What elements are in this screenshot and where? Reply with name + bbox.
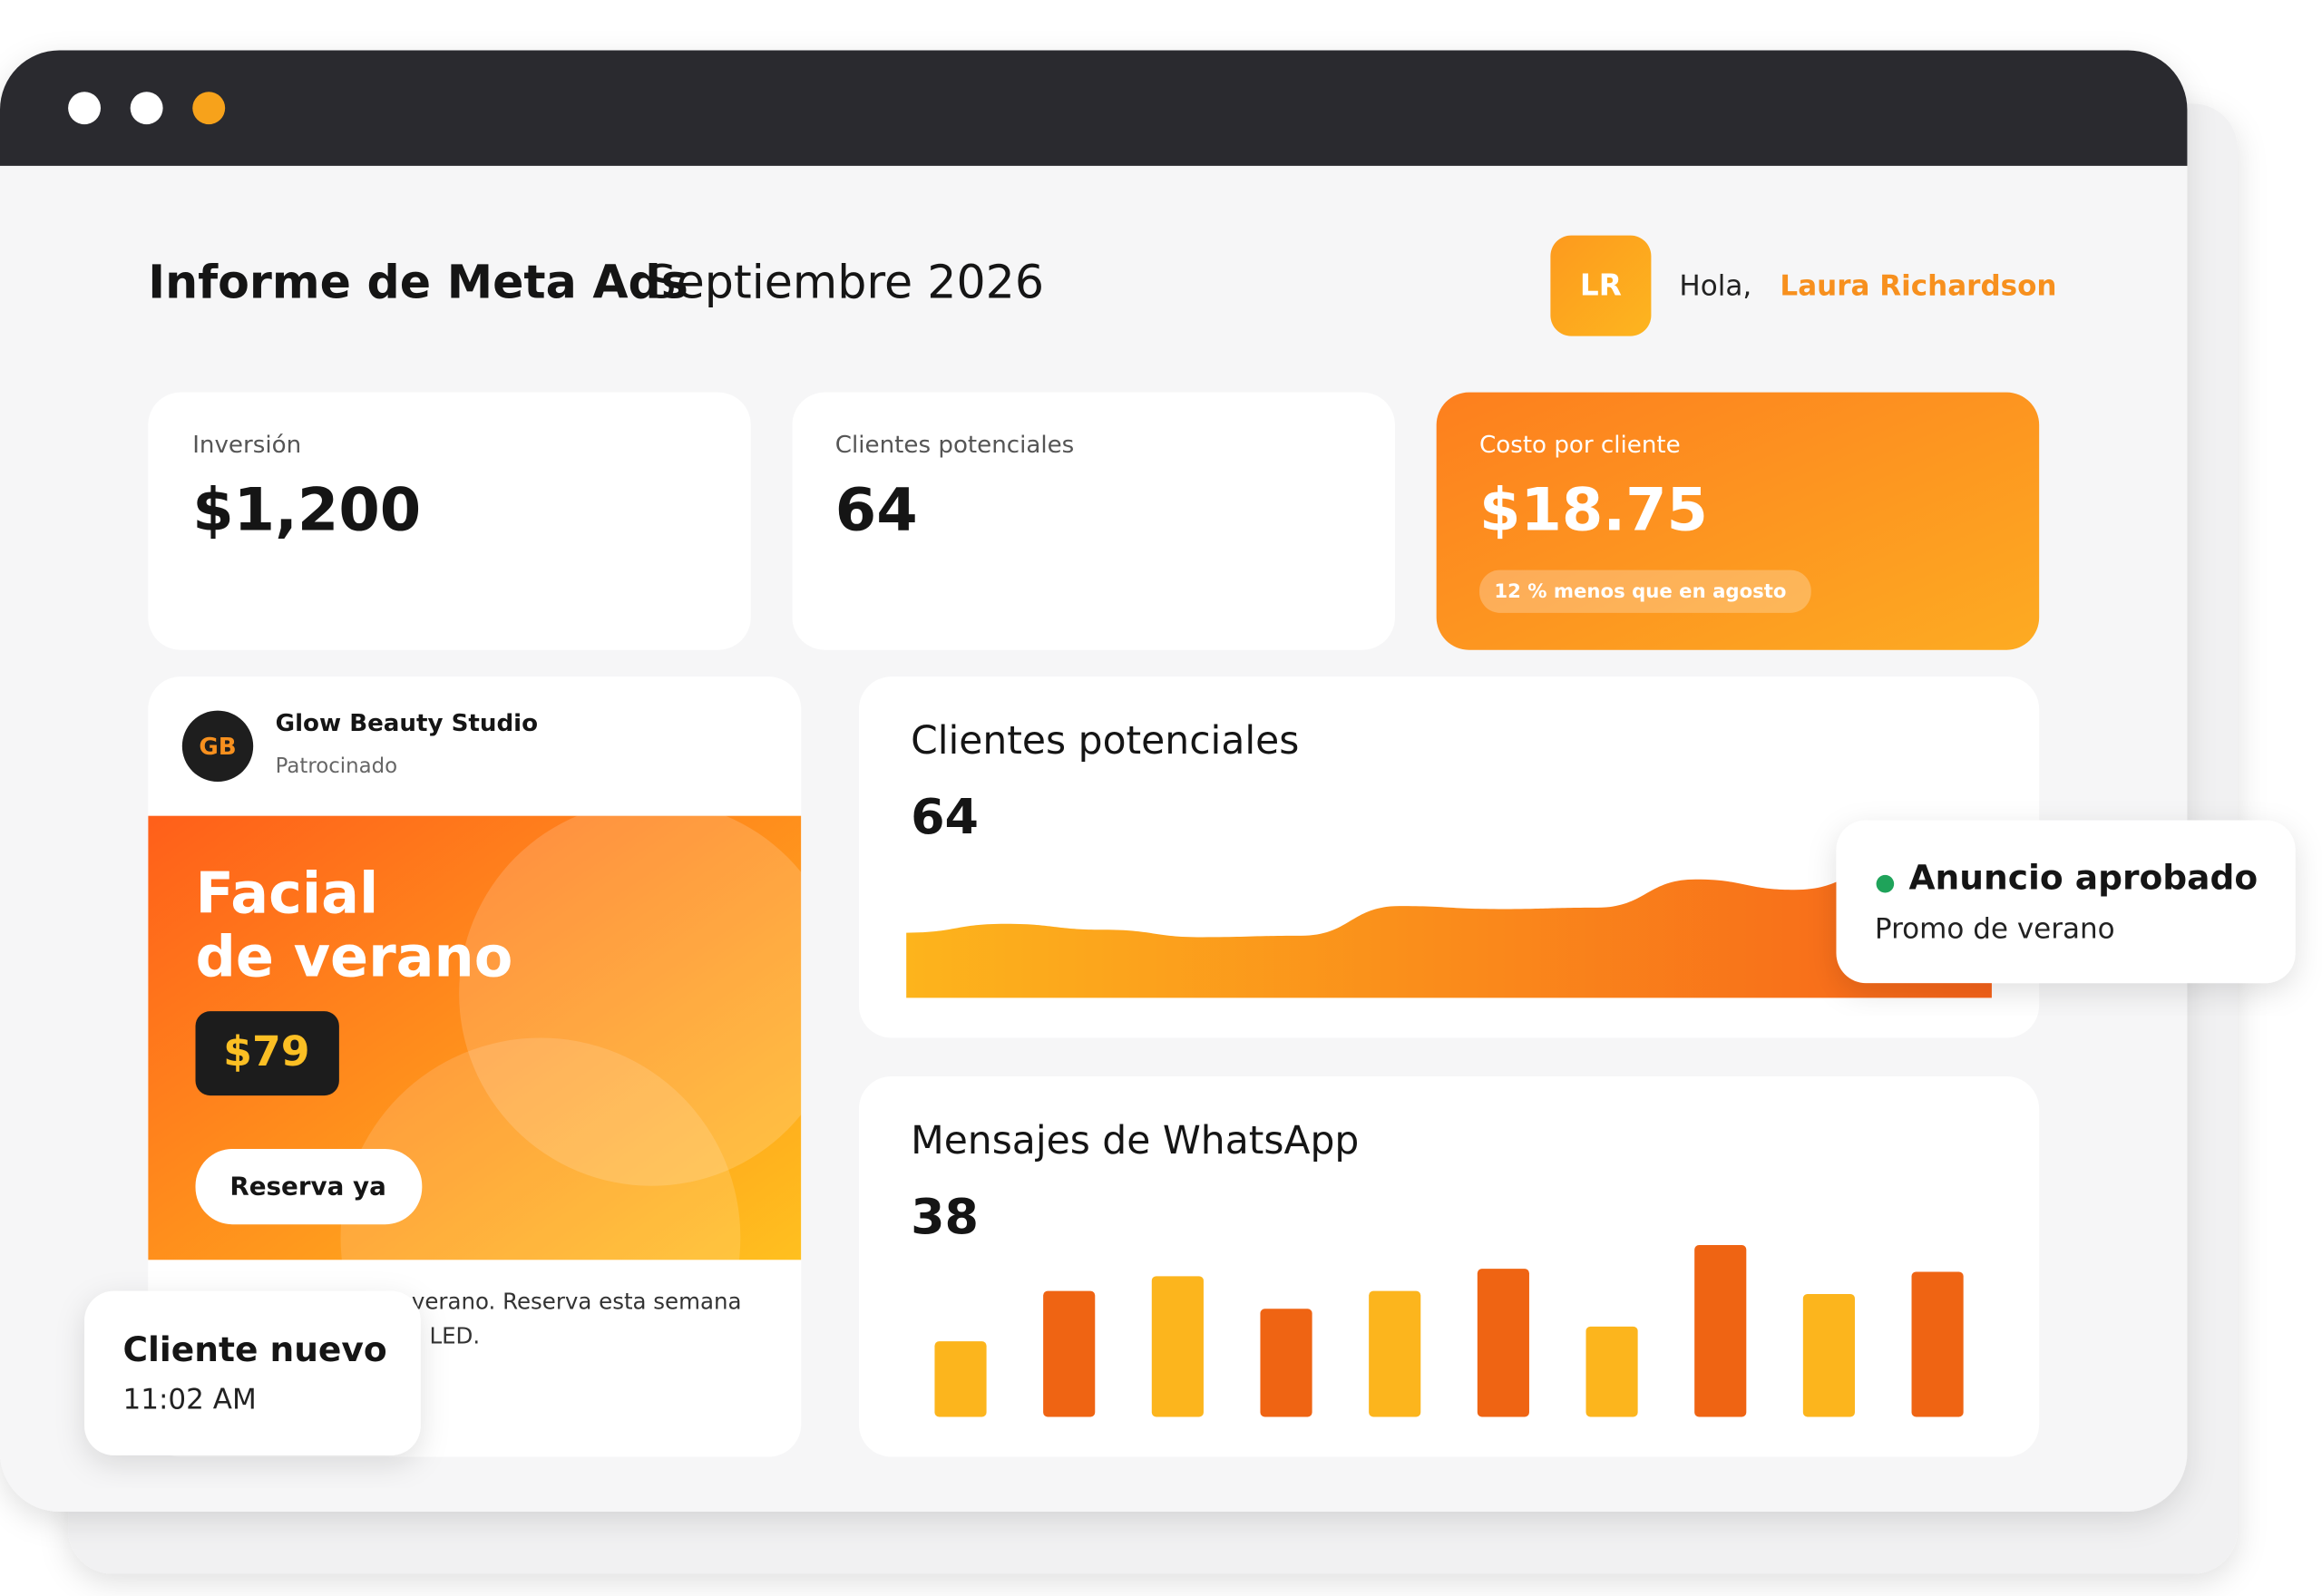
decor <box>459 815 802 1186</box>
ad-headline: Facial <box>196 860 379 926</box>
avatar[interactable] <box>1550 235 1652 336</box>
bar <box>1477 1269 1529 1417</box>
ad-body: LED. <box>429 1322 480 1348</box>
ad-headline: de verano <box>196 924 513 990</box>
window-dot[interactable] <box>68 92 102 125</box>
window-dot[interactable] <box>192 92 226 125</box>
kpi-card <box>148 392 751 650</box>
kpi-note: 12 % menos que en agosto <box>1494 580 1786 603</box>
bar <box>1369 1290 1421 1417</box>
page-avatar <box>181 710 254 783</box>
toast-subtitle: 11:02 AM <box>123 1383 257 1416</box>
kpi-value: 64 <box>835 476 918 545</box>
toast-title: Cliente nuevo <box>123 1329 387 1369</box>
report-month: Septiembre 2026 <box>647 256 1044 309</box>
user-name: Laura Richardson <box>1780 270 2056 303</box>
greeting: Hola, <box>1679 270 1751 303</box>
ad-body: verano. Reserva esta semana <box>412 1289 742 1315</box>
bar <box>934 1341 987 1417</box>
toast-card <box>84 1290 421 1455</box>
cta-label[interactable]: Reserva ya <box>229 1171 386 1201</box>
bar <box>1585 1326 1638 1417</box>
cta-button[interactable] <box>195 1148 423 1225</box>
chart-total: 38 <box>911 1188 979 1245</box>
kpi-value: $18.75 <box>1479 476 1708 545</box>
toast-card <box>1836 820 2296 984</box>
toast: Cliente nuevo 11:02 AM <box>84 1290 421 1455</box>
price-pill <box>195 1011 339 1096</box>
sponsored: Patrocinado <box>276 754 397 778</box>
status-dot <box>1876 874 1895 893</box>
bar <box>1911 1271 1964 1417</box>
kpi-card <box>792 392 1395 650</box>
chart-title: Clientes potenciales <box>911 719 1299 764</box>
bar <box>1043 1290 1096 1417</box>
price: $79 <box>223 1027 309 1075</box>
kpi-label: Clientes potenciales <box>835 432 1074 459</box>
toast-title: Anuncio aprobado <box>1908 857 2258 897</box>
kpi-value: $1,200 <box>192 476 421 545</box>
kpi-card <box>1436 392 2040 650</box>
bar <box>1802 1293 1855 1417</box>
ad-preview: GB Glow Beauty Studio Patrocinado Facial… <box>148 676 802 1457</box>
kpi-note-pill <box>1479 569 1811 613</box>
decor <box>340 1037 741 1260</box>
page-initials: GB <box>199 734 236 761</box>
charts: Clientes potenciales 64 Mensajes de WhatsA… <box>906 719 1992 1417</box>
kpi-label: Costo por cliente <box>1479 432 1681 459</box>
toast: Anuncio aprobado Promo de verano <box>1836 820 2296 984</box>
bar <box>1694 1245 1747 1417</box>
avatar-initials: LR <box>1580 268 1622 303</box>
report-title: Informe de Meta Ads <box>148 256 688 309</box>
page-name: Glow Beauty Studio <box>276 710 538 737</box>
bar <box>1151 1276 1204 1417</box>
kpi-label: Inversión <box>192 432 301 459</box>
chart-title: Mensajes de WhatsApp <box>911 1119 1359 1163</box>
window-dot[interactable] <box>130 92 163 125</box>
bar <box>1260 1309 1312 1417</box>
area <box>906 855 1992 998</box>
toast-subtitle: Promo de verano <box>1875 912 2115 945</box>
chart-total: 64 <box>911 788 979 845</box>
title-bar <box>0 50 2188 166</box>
